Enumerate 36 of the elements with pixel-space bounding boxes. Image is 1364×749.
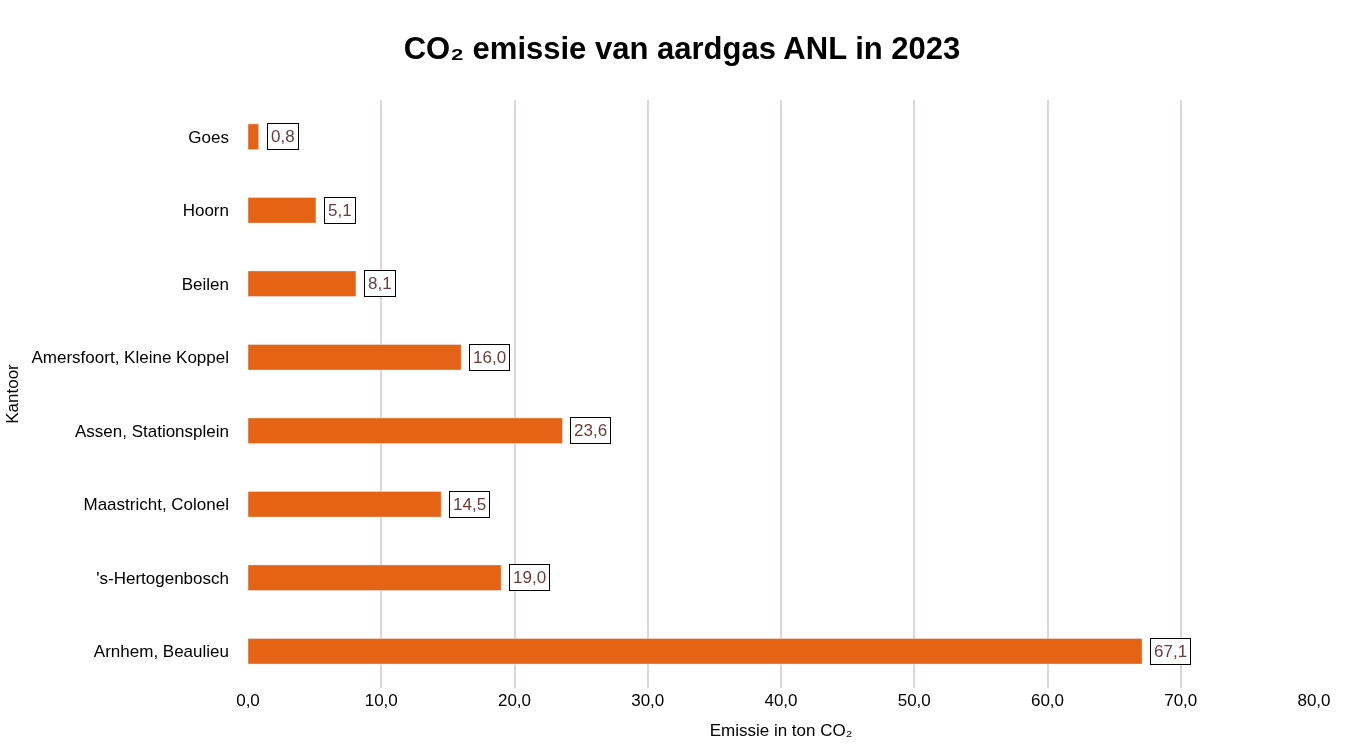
x-axis-title: Emissie in ton CO₂	[709, 721, 853, 741]
x-tick-label: 20,0	[497, 691, 532, 710]
x-tick-label: 70,0	[1164, 691, 1198, 710]
y-tick-label: Beilen	[181, 274, 229, 294]
data-label: 19,0	[513, 568, 547, 587]
y-tick-label: Arnhem, Beaulieu	[93, 642, 229, 662]
data-label: 67,1	[1154, 642, 1188, 661]
bar	[248, 564, 502, 591]
data-label: 23,6	[574, 421, 608, 440]
y-tick-label: Assen, Stationsplein	[74, 421, 229, 441]
x-tick-label: 80,0	[1297, 691, 1331, 710]
x-tick-label: 50,0	[897, 691, 931, 710]
y-tick-label: Hoorn	[182, 201, 229, 221]
data-label: 14,5	[453, 495, 487, 514]
bar	[248, 417, 563, 444]
chart-title: CO₂ emissie van aardgas ANL in 2023	[403, 31, 961, 67]
x-tick-label: 40,0	[764, 691, 798, 710]
y-axis-title: Kantoor	[3, 363, 23, 424]
x-tick-label: 0,0	[236, 691, 260, 710]
y-tick-label: Amersfoort, Kleine Koppel	[31, 348, 229, 368]
bar	[248, 123, 259, 150]
y-tick-label: Maastricht, Colonel	[83, 495, 229, 515]
bar	[248, 197, 317, 224]
bar	[248, 344, 462, 371]
data-label: 8,1	[368, 274, 392, 293]
data-label: 0,8	[271, 127, 295, 146]
bar	[248, 270, 357, 297]
x-tick-label: 60,0	[1030, 691, 1065, 710]
x-tick-label: 30,0	[631, 691, 665, 710]
bar	[248, 638, 1143, 665]
x-tick-label: 10,0	[364, 691, 398, 710]
data-label: 16,0	[473, 348, 507, 367]
data-label: 5,1	[328, 201, 352, 220]
y-tick-label: Goes	[188, 127, 229, 147]
bar	[248, 491, 442, 518]
y-tick-label: 's-Hertogenbosch	[96, 568, 229, 588]
